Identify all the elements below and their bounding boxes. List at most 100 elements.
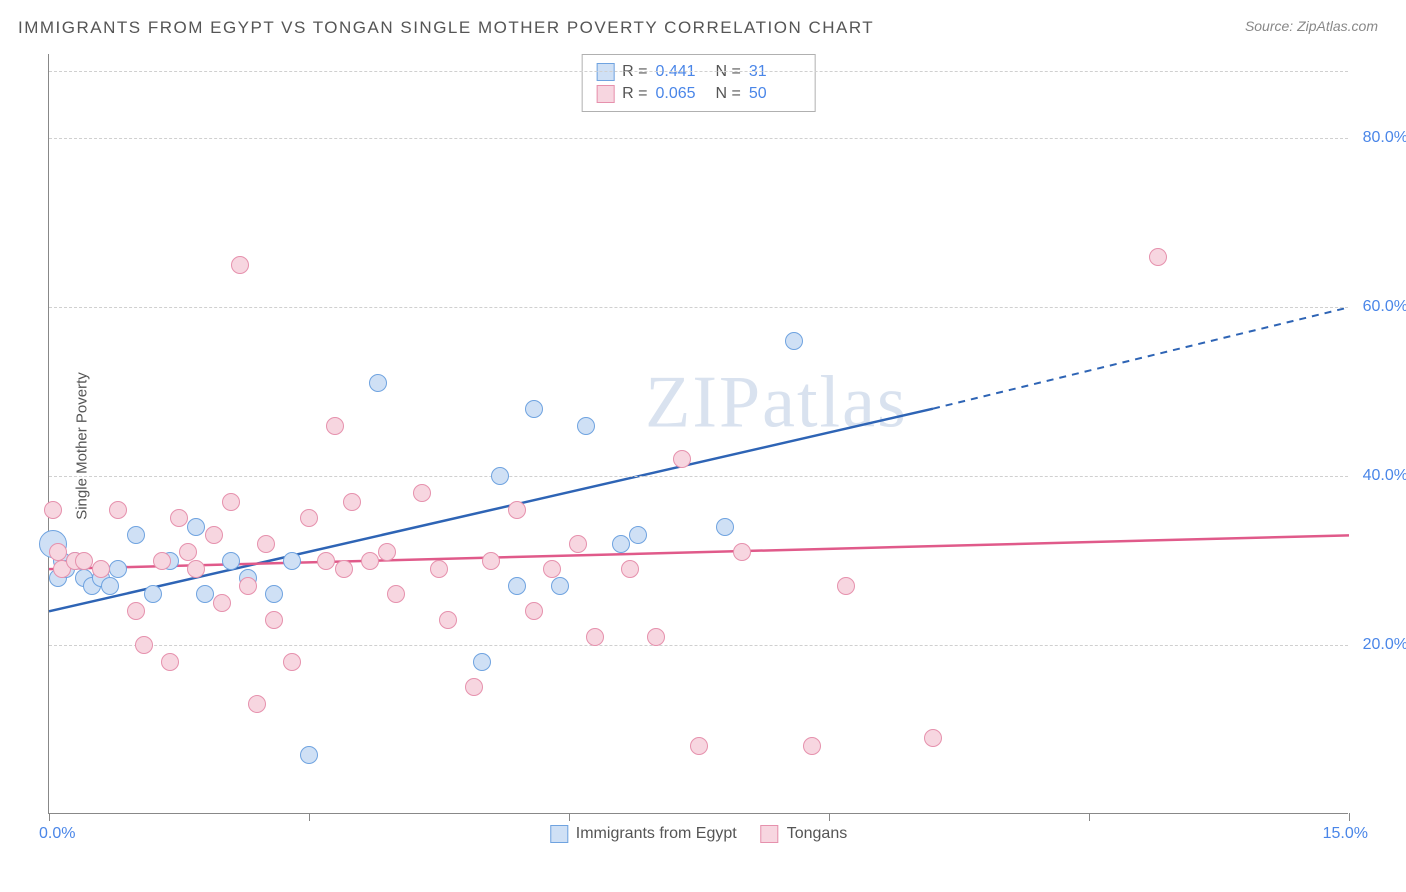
data-point <box>361 552 379 570</box>
data-point <box>222 552 240 570</box>
y-tick-label: 60.0% <box>1363 298 1406 316</box>
data-point <box>551 577 569 595</box>
gridline <box>49 307 1348 308</box>
data-point <box>144 585 162 603</box>
data-point <box>265 611 283 629</box>
data-point <box>49 543 67 561</box>
source-attribution: Source: ZipAtlas.com <box>1245 18 1378 34</box>
data-point <box>465 678 483 696</box>
legend-swatch <box>550 825 568 843</box>
gridline <box>49 645 1348 646</box>
data-point <box>257 535 275 553</box>
data-point <box>439 611 457 629</box>
data-point <box>803 737 821 755</box>
data-point <box>508 577 526 595</box>
data-point <box>213 594 231 612</box>
chart-title: IMMIGRANTS FROM EGYPT VS TONGAN SINGLE M… <box>18 18 874 38</box>
data-point <box>92 560 110 578</box>
data-point <box>239 577 257 595</box>
data-point <box>387 585 405 603</box>
data-point <box>248 695 266 713</box>
data-point <box>44 501 62 519</box>
data-point <box>101 577 119 595</box>
x-tick <box>309 813 310 821</box>
data-point <box>187 560 205 578</box>
data-point <box>473 653 491 671</box>
legend-n-value: 50 <box>749 85 801 103</box>
x-tick <box>1349 813 1350 821</box>
data-point <box>326 417 344 435</box>
data-point <box>673 450 691 468</box>
legend-r-label: R = <box>622 85 647 103</box>
data-point <box>508 501 526 519</box>
plot-area: ZIPatlas R =0.441N =31R =0.065N =50 Immi… <box>48 54 1348 814</box>
data-point <box>837 577 855 595</box>
data-point <box>127 526 145 544</box>
x-tick <box>49 813 50 821</box>
legend-r-label: R = <box>622 63 647 81</box>
data-point <box>491 467 509 485</box>
data-point <box>153 552 171 570</box>
data-point <box>525 602 543 620</box>
data-point <box>343 493 361 511</box>
data-point <box>179 543 197 561</box>
data-point <box>569 535 587 553</box>
data-point <box>196 585 214 603</box>
data-point <box>135 636 153 654</box>
legend-stat-row: R = 0.065 N = 50 <box>596 83 801 105</box>
legend-n-value: 31 <box>749 63 801 81</box>
trend-lines-layer <box>49 54 1348 813</box>
data-point <box>543 560 561 578</box>
legend-swatch <box>596 63 614 81</box>
data-point <box>75 552 93 570</box>
data-point <box>283 653 301 671</box>
x-axis-max-label: 15.0% <box>1323 825 1368 843</box>
data-point <box>586 628 604 646</box>
data-point <box>525 400 543 418</box>
legend-swatch <box>596 85 614 103</box>
data-point <box>716 518 734 536</box>
data-point <box>170 509 188 527</box>
gridline <box>49 476 1348 477</box>
data-point <box>378 543 396 561</box>
gridline <box>49 138 1348 139</box>
data-point <box>577 417 595 435</box>
data-point <box>430 560 448 578</box>
data-point <box>127 602 145 620</box>
x-tick <box>1089 813 1090 821</box>
series-legend: Immigrants from Egypt Tongans <box>550 825 847 843</box>
legend-series-item: Immigrants from Egypt <box>550 825 737 843</box>
data-point <box>317 552 335 570</box>
data-point <box>690 737 708 755</box>
legend-series-label: Immigrants from Egypt <box>576 825 737 843</box>
legend-series-item: Tongans <box>761 825 848 843</box>
data-point <box>1149 248 1167 266</box>
legend-n-label: N = <box>716 63 741 81</box>
data-point <box>482 552 500 570</box>
data-point <box>187 518 205 536</box>
data-point <box>109 501 127 519</box>
data-point <box>300 509 318 527</box>
data-point <box>621 560 639 578</box>
legend-r-value: 0.065 <box>656 85 708 103</box>
legend-swatch <box>761 825 779 843</box>
legend-n-label: N = <box>716 85 741 103</box>
data-point <box>612 535 630 553</box>
legend-r-value: 0.441 <box>656 63 708 81</box>
legend-stat-row: R = 0.441 N = 31 <box>596 61 801 83</box>
data-point <box>161 653 179 671</box>
x-tick <box>829 813 830 821</box>
data-point <box>369 374 387 392</box>
gridline <box>49 71 1348 72</box>
data-point <box>283 552 301 570</box>
data-point <box>300 746 318 764</box>
correlation-legend: R = 0.441 N = 31 R = 0.065 N = 50 <box>581 54 816 112</box>
data-point <box>231 256 249 274</box>
data-point <box>265 585 283 603</box>
legend-series-label: Tongans <box>787 825 848 843</box>
data-point <box>413 484 431 502</box>
y-tick-label: 40.0% <box>1363 467 1406 485</box>
data-point <box>629 526 647 544</box>
x-tick <box>569 813 570 821</box>
data-point <box>109 560 127 578</box>
